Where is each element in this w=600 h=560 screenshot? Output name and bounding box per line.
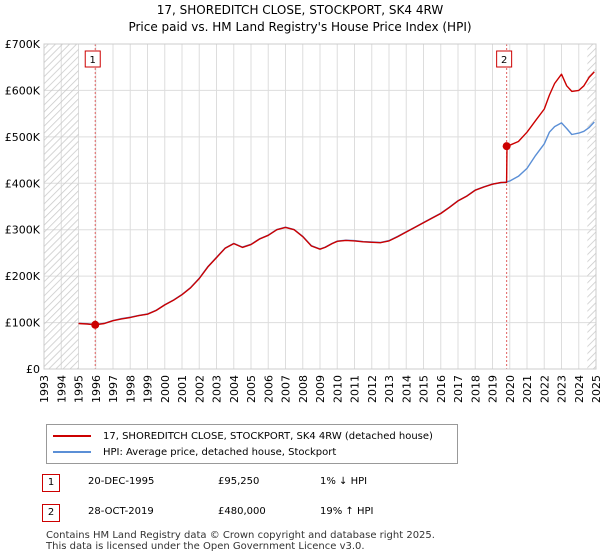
x-tick-label: 2004 [228, 375, 241, 403]
sale-date: 28-OCT-2019 [88, 506, 154, 517]
x-tick-label: 2005 [245, 375, 258, 403]
x-tick-label: 1994 [55, 375, 68, 403]
footer-line-1: Contains HM Land Registry data © Crown c… [46, 530, 435, 541]
legend-swatch-property [53, 435, 91, 437]
y-tick-label: £0 [26, 363, 40, 376]
x-tick-label: 2011 [349, 375, 362, 403]
sale-price: £95,250 [218, 476, 260, 487]
y-tick-label: £600K [5, 84, 41, 97]
legend-label-property: 17, SHOREDITCH CLOSE, STOCKPORT, SK4 4RW… [103, 430, 433, 442]
chart-legend: 17, SHOREDITCH CLOSE, STOCKPORT, SK4 4RW… [46, 424, 458, 464]
x-tick-label: 2001 [176, 375, 189, 403]
sale-label-box [84, 50, 101, 68]
sale-hpi-diff: 1% ↓ HPI [320, 476, 368, 487]
y-tick-label: £200K [5, 270, 41, 283]
sale-date: 20-DEC-1995 [88, 476, 155, 487]
x-tick-label: 2018 [469, 375, 482, 403]
y-tick-label: £300K [5, 224, 41, 237]
x-tick-label: 1995 [73, 375, 86, 403]
sale-row-2: 2 28-OCT-2019 £480,000 19% ↑ HPI [42, 504, 442, 524]
x-tick-label: 2020 [504, 375, 517, 403]
sale-point [502, 142, 511, 151]
legend-item-hpi: HPI: Average price, detached house, Stoc… [53, 444, 336, 460]
x-tick-label: 1996 [90, 375, 103, 403]
x-tick-label: 2017 [452, 375, 465, 403]
price-chart: 17, SHOREDITCH CLOSE, STOCKPORT, SK4 4RW… [5, 3, 600, 403]
y-tick-label: £500K [5, 131, 41, 144]
x-tick-label: 2024 [573, 375, 586, 403]
x-tick-label: 2007 [280, 375, 293, 403]
x-tick-label: 1993 [38, 375, 51, 403]
x-tick-label: 2006 [262, 375, 275, 403]
x-tick-label: 2013 [383, 375, 396, 403]
plot-frame [43, 43, 597, 370]
footer-line-2: This data is licensed under the Open Gov… [46, 541, 365, 552]
x-tick-label: 2019 [487, 375, 500, 403]
sale-hpi-diff: 19% ↑ HPI [320, 506, 374, 517]
legend-swatch-hpi [53, 451, 91, 453]
x-tick-label: 2016 [435, 375, 448, 403]
y-tick-label: £700K [5, 38, 41, 51]
x-tick-label: 2012 [366, 375, 379, 403]
hatched-region [44, 44, 79, 369]
x-tick-label: 2009 [314, 375, 327, 403]
x-tick-label: 2000 [159, 375, 172, 403]
x-tick-label: 2023 [556, 375, 569, 403]
chart-subtitle: Price paid vs. HM Land Registry's House … [128, 20, 471, 34]
footer-attribution: Contains HM Land Registry data © Crown c… [46, 530, 435, 552]
x-tick-label: 1998 [124, 375, 137, 403]
x-tick-label: 2022 [538, 375, 551, 403]
sale-price: £480,000 [218, 506, 266, 517]
x-tick-label: 2025 [590, 375, 600, 403]
x-tick-label: 1999 [142, 375, 155, 403]
legend-item-property: 17, SHOREDITCH CLOSE, STOCKPORT, SK4 4RW… [53, 428, 433, 444]
x-tick-label: 2002 [193, 375, 206, 403]
legend-label-hpi: HPI: Average price, detached house, Stoc… [103, 446, 337, 458]
x-tick-label: 2015 [418, 375, 431, 403]
sale-label-box [496, 50, 513, 68]
x-tick-label: 2010 [331, 375, 344, 403]
sale-number-badge: 2 [42, 504, 60, 522]
x-tick-label: 1997 [107, 375, 120, 403]
sale-label: 1 [90, 55, 96, 66]
x-tick-label: 2021 [521, 375, 534, 403]
series-line-property [78, 71, 595, 326]
chart-title: 17, SHOREDITCH CLOSE, STOCKPORT, SK4 4RW [157, 3, 444, 17]
sale-point [91, 320, 100, 329]
x-tick-label: 2008 [297, 375, 310, 403]
sale-label: 2 [501, 55, 507, 66]
hatched-region [587, 44, 596, 369]
y-tick-label: £400K [5, 177, 41, 190]
sale-number-badge: 1 [42, 474, 60, 492]
x-tick-label: 2003 [211, 375, 224, 403]
sale-row-1: 1 20-DEC-1995 £95,250 1% ↓ HPI [42, 474, 442, 494]
y-tick-label: £100K [5, 317, 41, 330]
x-tick-label: 2014 [400, 375, 413, 403]
